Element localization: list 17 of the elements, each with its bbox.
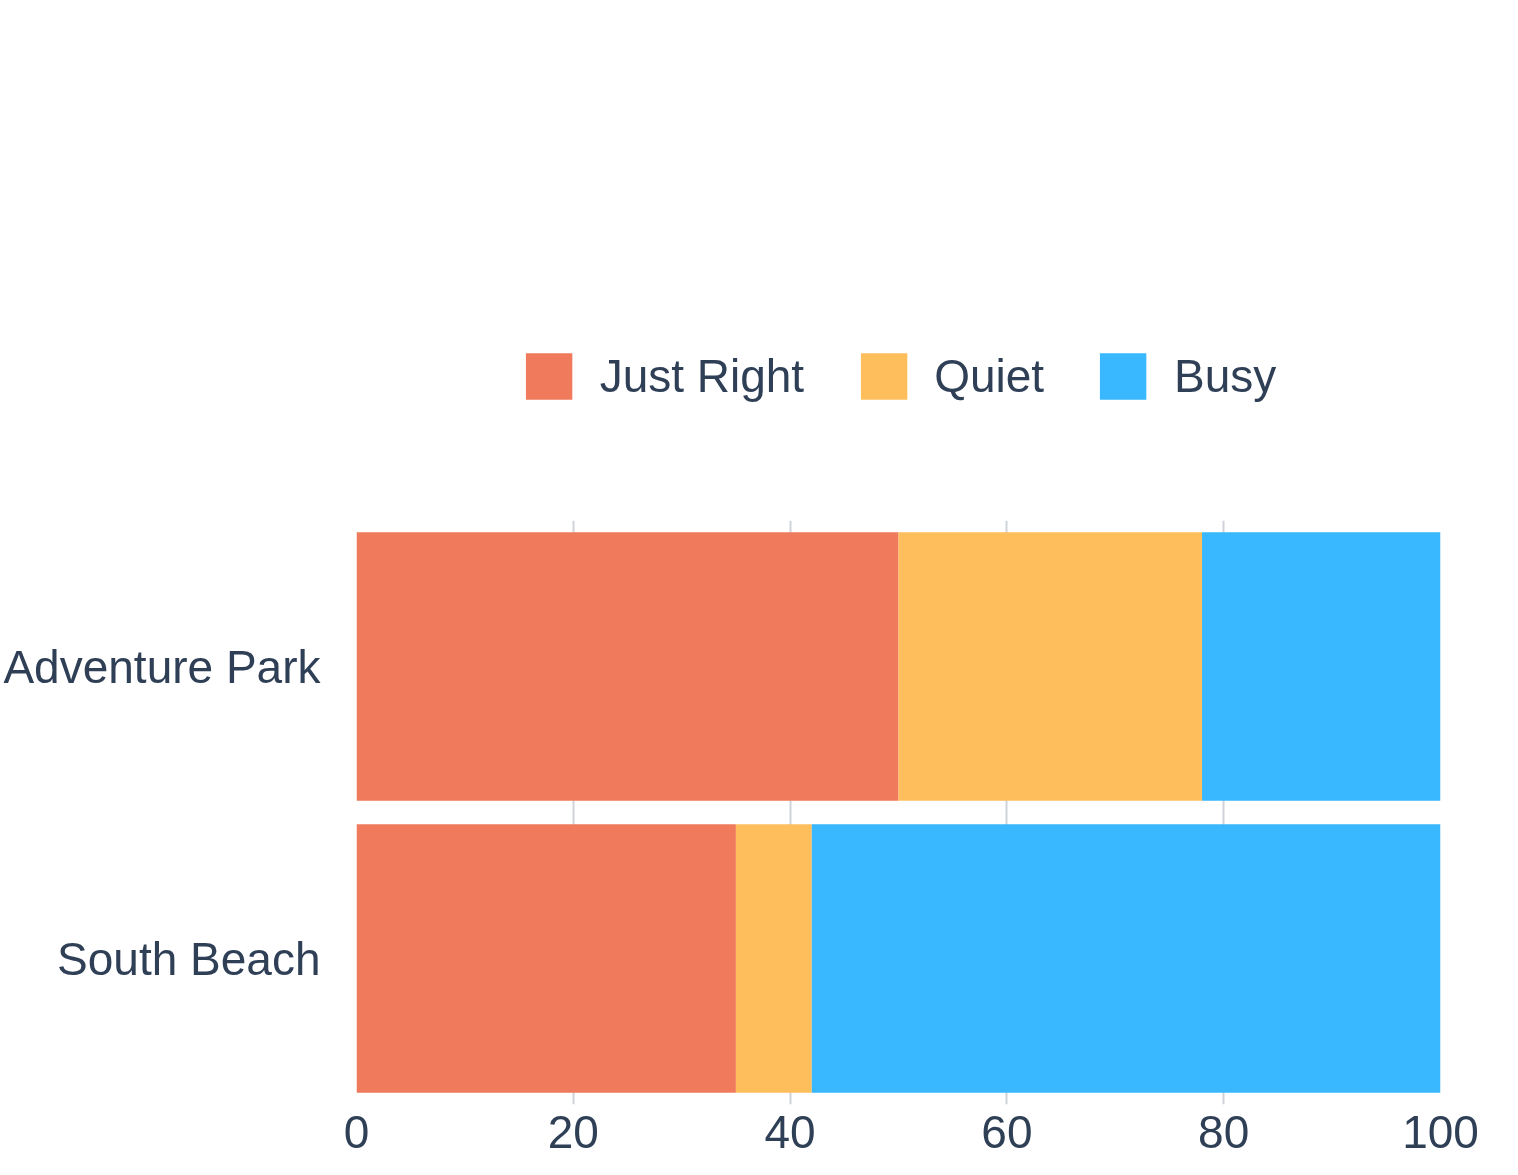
x-tick-label: 100	[1402, 1105, 1479, 1158]
bar	[356, 824, 736, 1093]
bar	[811, 824, 1441, 1093]
x-tick-label: 20	[547, 1105, 599, 1158]
legend-label: Just Right	[599, 348, 805, 403]
legend-label: Quiet	[934, 348, 1045, 403]
x-tick-label: 40	[764, 1105, 816, 1158]
bar	[1202, 532, 1441, 801]
x-tick-label: 80	[1198, 1105, 1250, 1158]
x-tick-label: 0	[343, 1105, 370, 1158]
y-tick-label: Adventure Park	[3, 640, 322, 693]
bar	[898, 532, 1203, 801]
bar	[356, 532, 899, 801]
x-tick-label: 60	[981, 1105, 1033, 1158]
y-tick-label: South Beach	[57, 932, 321, 985]
bar	[735, 824, 812, 1093]
legend-label: Busy	[1174, 348, 1277, 403]
